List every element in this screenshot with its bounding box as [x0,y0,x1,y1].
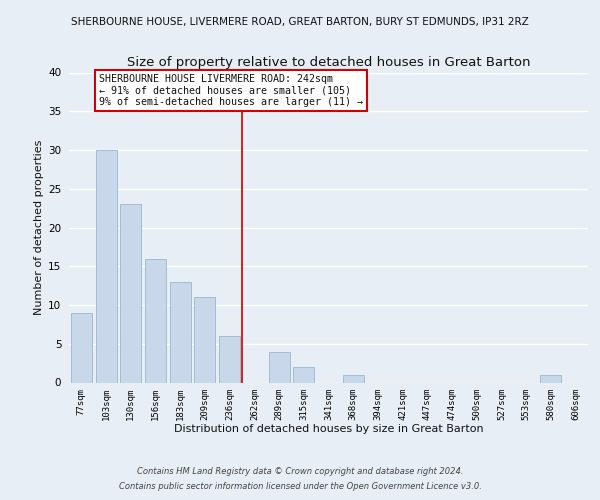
Bar [120,204,141,382]
Text: SHERBOURNE HOUSE LIVERMERE ROAD: 242sqm
← 91% of detached houses are smaller (10: SHERBOURNE HOUSE LIVERMERE ROAD: 242sqm … [98,74,362,108]
Bar [219,336,240,382]
Bar [170,282,191,382]
Text: Contains public sector information licensed under the Open Government Licence v3: Contains public sector information licen… [119,482,481,491]
Bar [541,375,562,382]
Bar [71,313,92,382]
Bar [194,297,215,382]
Bar [95,150,116,382]
Y-axis label: Number of detached properties: Number of detached properties [34,140,44,315]
Text: SHERBOURNE HOUSE, LIVERMERE ROAD, GREAT BARTON, BURY ST EDMUNDS, IP31 2RZ: SHERBOURNE HOUSE, LIVERMERE ROAD, GREAT … [71,18,529,28]
Bar [293,367,314,382]
Text: Contains HM Land Registry data © Crown copyright and database right 2024.: Contains HM Land Registry data © Crown c… [137,467,463,476]
Bar [343,375,364,382]
Title: Size of property relative to detached houses in Great Barton: Size of property relative to detached ho… [127,56,530,68]
X-axis label: Distribution of detached houses by size in Great Barton: Distribution of detached houses by size … [173,424,484,434]
Bar [269,352,290,382]
Bar [145,258,166,382]
